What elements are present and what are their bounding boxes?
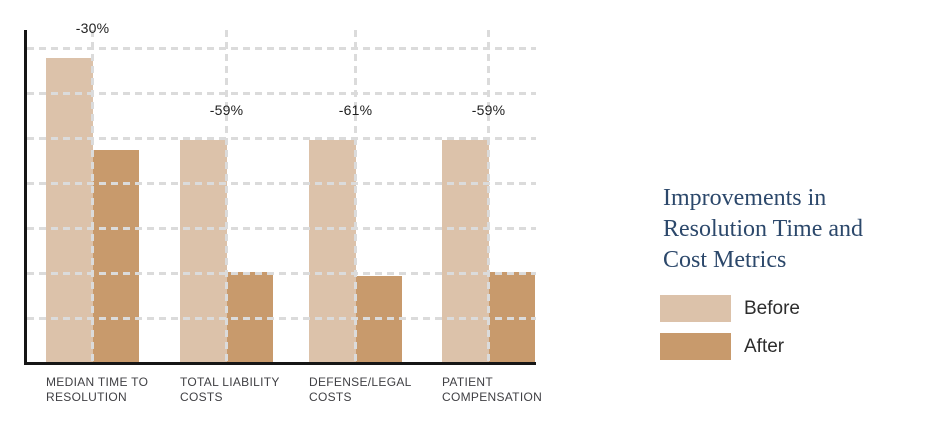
gridline-horizontal-2 bbox=[27, 272, 536, 275]
gridline-horizontal-3 bbox=[27, 227, 536, 230]
chart-side-panel: Improvements in Resolution Time and Cost… bbox=[660, 183, 910, 371]
x-axis-line bbox=[24, 362, 536, 365]
bar-chart-plot-area: -30% -59% -61% -59% MEDIAN TIME TO RESOLUTIO… bbox=[24, 20, 543, 404]
legend-item-before: Before bbox=[660, 295, 910, 322]
gridline-vertical-3 bbox=[354, 30, 357, 363]
bar-after-0 bbox=[92, 149, 139, 363]
category-label-1: TOTAL LIABILITY COSTS bbox=[180, 375, 280, 404]
annotation-1: -59% bbox=[209, 102, 244, 119]
annotation-2: -61% bbox=[338, 102, 373, 119]
bar-before-0 bbox=[46, 58, 93, 363]
annotation-0: -30% bbox=[75, 20, 110, 36]
bar-before-1 bbox=[180, 140, 227, 363]
gridline-vertical-4 bbox=[487, 30, 490, 363]
bar-before-2 bbox=[309, 140, 356, 363]
gridline-horizontal-6 bbox=[27, 92, 536, 95]
legend-item-after: After bbox=[660, 333, 910, 360]
y-axis-line bbox=[24, 30, 27, 365]
annotation-3: -59% bbox=[471, 102, 506, 119]
gridline-horizontal-7 bbox=[27, 47, 536, 50]
gridline-horizontal-1 bbox=[27, 317, 536, 320]
category-label-0: MEDIAN TIME TO RESOLUTION bbox=[46, 375, 149, 404]
legend-label-before: Before bbox=[744, 297, 800, 319]
legend-swatch-before bbox=[660, 295, 731, 322]
chart-legend: Before After bbox=[660, 295, 910, 360]
chart-title: Improvements in Resolution Time and Cost… bbox=[663, 185, 864, 273]
category-label-3: PATIENT COMPENSATION bbox=[442, 375, 543, 404]
legend-label-after: After bbox=[744, 335, 785, 357]
category-label-2: DEFENSE/LEGAL COSTS bbox=[309, 375, 412, 404]
bar-before-3 bbox=[442, 140, 489, 363]
gridline-vertical-2 bbox=[225, 30, 228, 363]
gridline-vertical-1 bbox=[91, 30, 94, 363]
gridline-horizontal-5 bbox=[27, 137, 536, 140]
legend-swatch-after bbox=[660, 333, 731, 360]
gridline-horizontal-4 bbox=[27, 182, 536, 185]
